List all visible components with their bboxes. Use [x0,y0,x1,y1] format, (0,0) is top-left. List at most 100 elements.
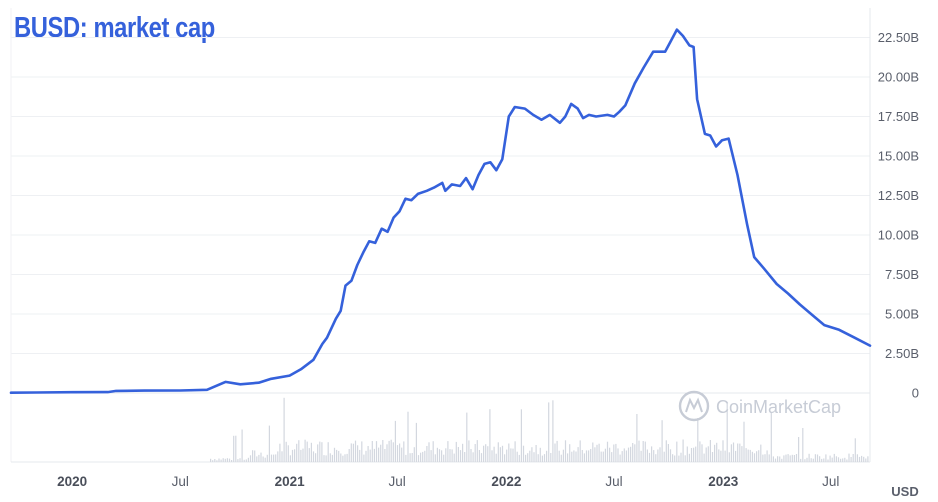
volume-bar [390,439,392,462]
volume-bar [399,443,401,462]
volume-bar [613,444,615,462]
volume-bar [823,458,825,462]
volume-bar [749,449,751,462]
volume-bar [720,450,722,462]
volume-bar [529,450,531,462]
volume-bar [350,443,352,462]
volume-bar [825,454,827,462]
volume-bar [214,459,216,462]
volume-bar [357,445,359,462]
volume-bar [789,455,791,462]
volume-bar [373,448,375,462]
volume-bar [411,453,413,462]
volume-bar [777,456,779,462]
volume-bar [338,450,340,462]
volume-bar [283,397,285,462]
volume-bar [485,444,487,462]
volume-bar [306,441,308,462]
volume-bar [592,442,594,462]
volume-bar [837,457,840,462]
volume-bar [798,437,800,462]
volume-bar [520,409,522,462]
volume-bar [212,460,214,462]
volume-bar [285,441,287,462]
coinmarketcap-watermark: CoinMarketCap [678,390,841,422]
volume-bar [407,411,409,462]
volume-bar [476,440,478,462]
volume-bar [655,454,657,462]
volume-bar [600,451,602,462]
volume-bar [514,441,516,462]
volume-bar [861,455,863,462]
volume-bar [424,450,426,462]
volume-bar [787,454,789,462]
volume-bar [741,446,743,462]
volume-bar [672,454,674,462]
volume-bar [275,454,277,462]
y-tick-label: 7.50B [885,267,919,282]
y-tick-label: 22.50B [878,30,919,45]
volume-bar [674,455,676,462]
volume-bar [260,452,262,462]
volume-bar [237,459,239,462]
volume-bar [575,451,577,462]
volume-bar [705,447,707,462]
volume-bar [522,445,525,462]
volume-bar [378,447,380,462]
volume-bar [632,443,634,462]
volume-bar [365,450,367,462]
volume-bar [401,447,403,462]
volume-bar [466,412,468,462]
volume-bar [730,444,732,462]
volume-bar [459,450,462,462]
volume-bar [783,455,785,462]
volume-bar [453,453,455,462]
volume-bar [495,453,497,462]
volume-bar [228,458,231,462]
volume-bar [602,451,604,462]
volume-bar [625,450,627,462]
volume-bar [812,458,814,462]
volume-bar [724,450,726,462]
volume-bar [552,400,554,462]
volume-bar [308,448,310,462]
volume-bar [323,455,325,462]
volume-bar [726,403,728,462]
market-cap-line[interactable] [9,28,872,394]
volume-bar [470,449,472,462]
volume-bar [394,420,396,462]
volume-bar [728,452,730,462]
volume-bar [220,459,222,462]
volume-bar [548,402,550,462]
y-tick-label: 0 [912,386,919,401]
volume-bar [852,454,854,462]
volume-bar [562,449,564,462]
volume-bar [569,444,571,462]
volume-bar [457,447,459,462]
volume-bar [806,457,808,462]
volume-bar [676,441,678,462]
volume-bar [537,454,539,462]
volume-bar [317,444,319,462]
volume-bar [506,449,508,462]
volume-bar [646,449,648,462]
volume-bar [611,452,613,462]
volume-bar [573,450,575,462]
volume-bar [844,457,846,462]
volume-bar [804,459,806,462]
volume-bar [648,452,651,462]
volume-bar [483,445,485,462]
x-tick-label: Jul [172,474,189,489]
volume-bar [298,440,300,462]
volume-bar [657,449,659,462]
volume-bar [241,429,243,462]
y-tick-label: 20.00B [878,70,919,85]
coinmarketcap-logo-icon [678,390,710,422]
volume-bar [245,459,247,462]
volume-bars [210,397,869,462]
volume-bar [581,450,583,462]
volume-bar [766,450,768,462]
volume-bar [501,445,504,462]
volume-bar [432,441,434,462]
